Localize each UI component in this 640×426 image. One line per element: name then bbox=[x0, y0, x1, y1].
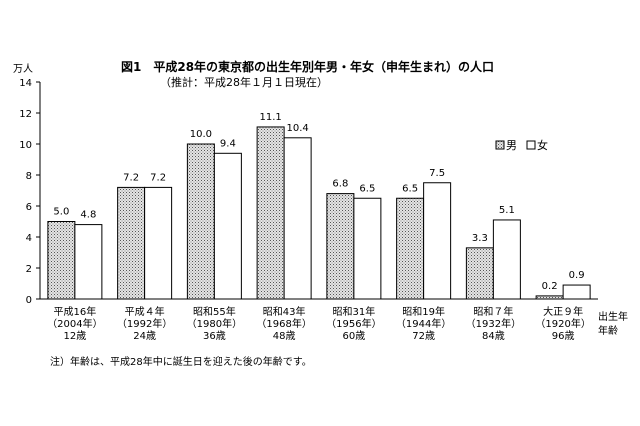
bar-female bbox=[213, 152, 242, 300]
category-label: 昭和55年 bbox=[193, 305, 236, 318]
bar-female bbox=[144, 186, 173, 300]
category-label: 平成16年 bbox=[54, 305, 97, 318]
data-label: 0.9 bbox=[569, 270, 585, 281]
data-label: 7.2 bbox=[123, 172, 139, 183]
legend-swatch-male bbox=[495, 140, 505, 150]
category-label: 昭和７年 bbox=[473, 305, 513, 318]
data-label: 9.4 bbox=[220, 138, 236, 149]
bar-male bbox=[326, 193, 355, 300]
bar-female bbox=[562, 284, 591, 300]
bar-male bbox=[465, 247, 494, 300]
bar-male bbox=[117, 186, 146, 300]
chart-subtitle: （推計：平成28年１月１日現在） bbox=[160, 76, 328, 89]
category-label: 48歳 bbox=[273, 330, 296, 342]
y-tick-label: 6 bbox=[26, 202, 32, 213]
bar-male bbox=[186, 143, 215, 300]
bar-female bbox=[492, 219, 521, 300]
category-label: （1992年） bbox=[117, 317, 172, 330]
category-label: 12歳 bbox=[64, 330, 87, 342]
data-label: 6.8 bbox=[332, 179, 348, 190]
bar-male bbox=[256, 126, 285, 300]
data-label: 6.5 bbox=[402, 183, 418, 194]
data-label: 4.8 bbox=[80, 210, 96, 221]
y-tick-label: 14 bbox=[19, 78, 32, 89]
y-tick-label: 0 bbox=[26, 295, 32, 306]
legend-swatch-female bbox=[526, 140, 536, 150]
category-label: （1968年） bbox=[256, 317, 311, 330]
bar-male bbox=[396, 197, 425, 300]
legend-label-female: 女 bbox=[537, 138, 548, 152]
chart-title: 図1 平成28年の東京都の出生年別年男・年女（申年生まれ）の人口 bbox=[121, 60, 495, 74]
bar-female bbox=[423, 182, 452, 300]
data-label: 7.2 bbox=[150, 172, 166, 183]
data-label: 10.4 bbox=[286, 123, 308, 134]
x-axis-label: 出生年 bbox=[598, 310, 628, 323]
category-label: 96歳 bbox=[552, 330, 575, 342]
footnote: 注）年齢は、平成28年中に誕生日を迎えた後の年齢です。 bbox=[50, 357, 312, 368]
bar-female bbox=[74, 224, 103, 300]
category-label: （1956年） bbox=[326, 317, 381, 330]
y-tick-label: 4 bbox=[26, 233, 32, 244]
category-label: （1932年） bbox=[466, 317, 521, 330]
category-label: 大正９年 bbox=[543, 305, 583, 318]
category-label: （1980年） bbox=[187, 317, 242, 330]
category-label: 昭和31年 bbox=[333, 305, 376, 318]
category-label: （2004年） bbox=[47, 317, 102, 330]
y-axis-label: 万人 bbox=[13, 63, 33, 75]
category-label: 72歳 bbox=[412, 330, 435, 342]
category-label: 昭和43年 bbox=[263, 305, 306, 318]
category-label: 昭和19年 bbox=[402, 305, 445, 318]
category-label: 平成４年 bbox=[125, 305, 165, 318]
category-label: 60歳 bbox=[343, 330, 366, 342]
data-label: 3.3 bbox=[472, 233, 488, 244]
y-tick-label: 8 bbox=[26, 171, 32, 182]
bar-male bbox=[47, 221, 76, 300]
legend-label-male: 男 bbox=[506, 139, 517, 152]
category-label: （1920年） bbox=[535, 317, 590, 330]
category-label: 84歳 bbox=[482, 330, 505, 342]
data-label: 5.0 bbox=[53, 207, 69, 218]
data-label: 6.5 bbox=[359, 183, 375, 194]
bar-male bbox=[535, 295, 564, 300]
category-label: 24歳 bbox=[133, 330, 156, 342]
data-label: 7.5 bbox=[429, 168, 445, 179]
category-label: 36歳 bbox=[203, 330, 226, 342]
data-label: 11.1 bbox=[259, 112, 281, 123]
bar-female bbox=[353, 197, 382, 300]
y-tick-label: 12 bbox=[19, 109, 32, 120]
data-label: 0.2 bbox=[542, 281, 558, 292]
x-axis-label: 年齢 bbox=[598, 324, 618, 337]
data-label: 5.1 bbox=[499, 205, 515, 216]
bar-female bbox=[283, 137, 312, 300]
y-tick-label: 2 bbox=[26, 264, 32, 275]
y-tick-label: 10 bbox=[19, 140, 32, 151]
data-label: 10.0 bbox=[190, 129, 212, 140]
category-label: （1944年） bbox=[396, 317, 451, 330]
